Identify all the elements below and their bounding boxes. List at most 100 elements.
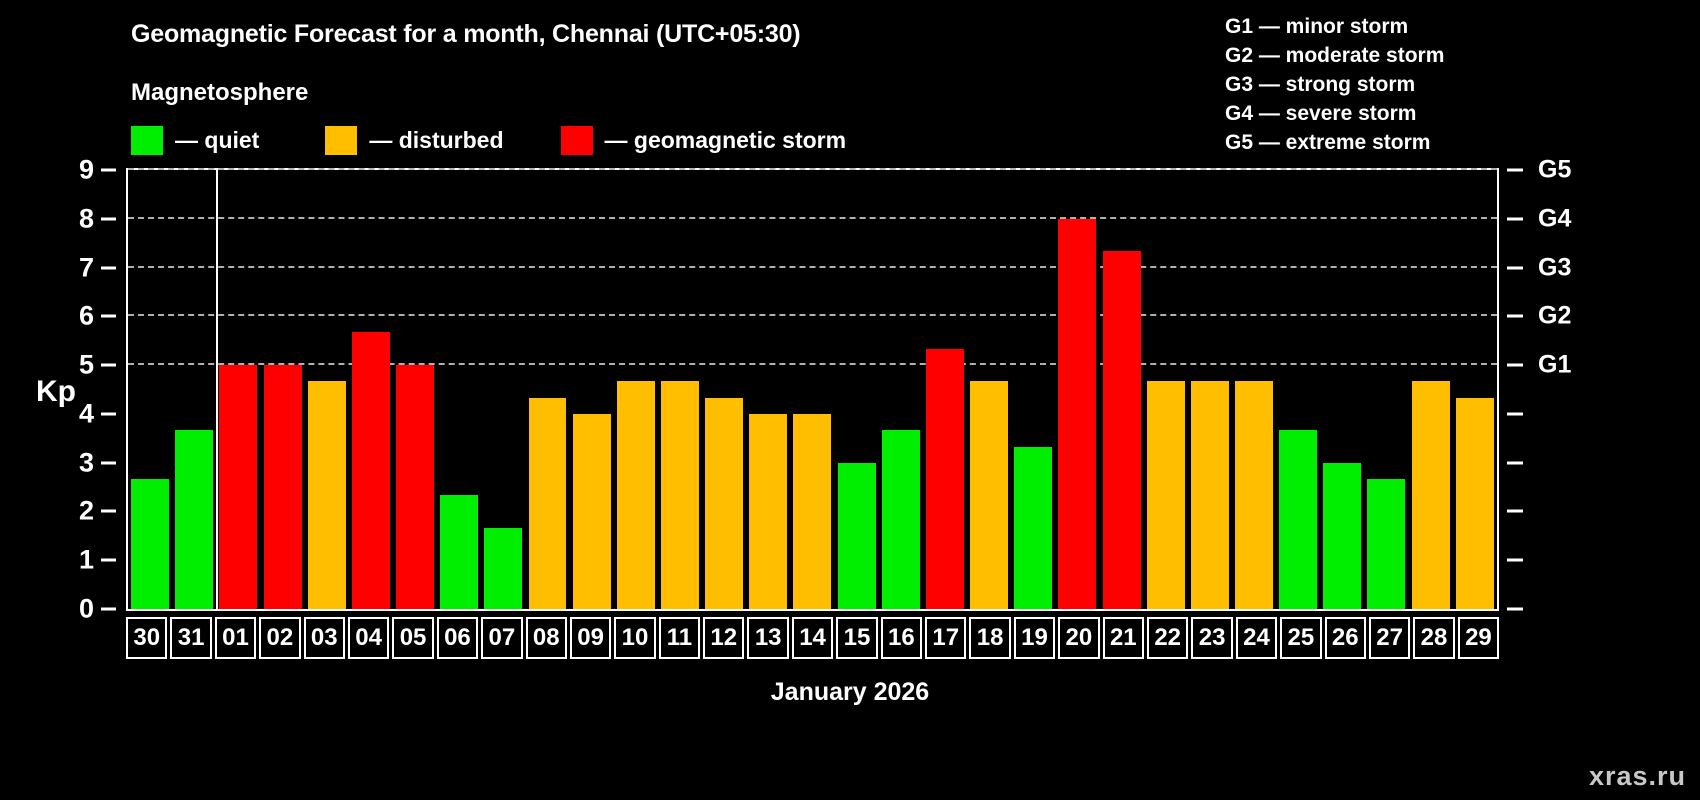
date-cell-29[interactable]: 29 (1457, 617, 1500, 659)
bar-21[interactable] (1102, 251, 1141, 609)
date-cell-30[interactable]: 30 (126, 617, 168, 659)
bar-23[interactable] (1190, 381, 1229, 609)
bar-14[interactable] (793, 413, 832, 609)
date-cell-24[interactable]: 24 (1235, 617, 1278, 659)
bar-slot (216, 170, 260, 609)
g-axis-minor-tick-4 (1507, 412, 1523, 416)
bar-slot (393, 170, 437, 609)
bar-06[interactable] (440, 495, 479, 609)
date-cell-17[interactable]: 17 (925, 617, 967, 659)
g-tick-label-G1: G1 (1538, 350, 1572, 379)
legend-swatch-disturbed (325, 126, 358, 155)
bar-slot (658, 170, 702, 609)
date-cell-18[interactable]: 18 (969, 617, 1011, 659)
date-cell-15[interactable]: 15 (836, 617, 878, 659)
bar-03[interactable] (307, 381, 346, 609)
date-cell-21[interactable]: 21 (1102, 617, 1144, 659)
bar-25[interactable] (1279, 430, 1318, 609)
date-cell-02[interactable]: 02 (259, 617, 301, 659)
legend-label-disturbed: — disturbed (369, 127, 504, 153)
date-cell-05[interactable]: 05 (392, 617, 434, 659)
g-axis-minor-tick-3 (1507, 461, 1523, 465)
date-cell-27[interactable]: 27 (1368, 617, 1411, 659)
date-cell-28[interactable]: 28 (1413, 617, 1455, 659)
legend-item-quiet: — quiet (131, 126, 259, 155)
bar-29[interactable] (1455, 397, 1494, 609)
plot-area (126, 168, 1499, 611)
bar-slot (790, 170, 834, 609)
bar-28[interactable] (1411, 381, 1450, 609)
bar-30[interactable] (131, 478, 170, 609)
date-cell-23[interactable]: 23 (1191, 617, 1233, 659)
g-scale-row-g1: G1 — minor storm (1225, 15, 1409, 38)
date-cell-03[interactable]: 03 (303, 617, 345, 659)
date-cell-25[interactable]: 25 (1280, 617, 1322, 659)
g-axis: G1 G2 G3 G4 G5 (1501, 156, 1700, 615)
g-scale-row-g3: G3 — strong storm (1225, 73, 1416, 96)
bar-20[interactable] (1058, 218, 1097, 609)
bar-07[interactable] (484, 527, 523, 609)
date-cell-01[interactable]: 01 (214, 617, 257, 659)
date-cell-12[interactable]: 12 (703, 617, 745, 659)
gridline-kp-8 (128, 216, 1497, 219)
bar-slot (349, 170, 393, 609)
bar-26[interactable] (1323, 462, 1362, 609)
y-tick-label-8: 8 (78, 203, 94, 234)
gridline-kp-9 (128, 168, 1497, 170)
bar-02[interactable] (263, 365, 302, 609)
gridline-kp-5 (128, 363, 1497, 366)
bar-08[interactable] (528, 397, 567, 609)
date-cell-07[interactable]: 07 (481, 617, 523, 659)
y-tick-mark-5 (101, 363, 116, 367)
bar-slot (172, 170, 216, 609)
date-cell-19[interactable]: 19 (1013, 617, 1056, 659)
bar-slot (614, 170, 658, 609)
date-cell-26[interactable]: 26 (1324, 617, 1366, 659)
y-tick-mark-6 (101, 314, 116, 318)
date-cell-20[interactable]: 20 (1058, 617, 1100, 659)
date-cell-10[interactable]: 10 (614, 617, 656, 659)
date-cell-04[interactable]: 04 (347, 617, 390, 659)
bar-24[interactable] (1235, 381, 1273, 609)
bar-slot (879, 170, 923, 609)
bar-01[interactable] (219, 365, 258, 609)
date-cell-22[interactable]: 22 (1146, 617, 1189, 659)
bar-slot (305, 170, 349, 609)
legend-swatch-quiet (131, 126, 163, 155)
bar-series (128, 170, 1497, 609)
bar-slot (570, 170, 614, 609)
bar-31[interactable] (175, 430, 214, 609)
bar-slot (1099, 170, 1143, 609)
bar-slot (1055, 170, 1099, 609)
g-scale-row-g2: G2 — moderate storm (1225, 44, 1445, 67)
bar-09[interactable] (572, 413, 611, 609)
bar-04[interactable] (351, 332, 390, 609)
bar-15[interactable] (837, 462, 876, 609)
bar-05[interactable] (396, 365, 434, 609)
bar-13[interactable] (749, 413, 788, 609)
bar-11[interactable] (660, 381, 699, 609)
g-scale-legend: G1 — minor storm G2 — moderate storm G3 … (1225, 12, 1444, 157)
bar-19[interactable] (1014, 446, 1053, 609)
legend: — quiet — disturbed — geomagnetic storm (131, 126, 846, 155)
date-cell-16[interactable]: 16 (880, 617, 923, 659)
y-tick-label-6: 6 (78, 300, 94, 331)
bar-17[interactable] (925, 349, 964, 609)
bar-18[interactable] (970, 381, 1009, 609)
date-cell-06[interactable]: 06 (436, 617, 479, 659)
date-cell-31[interactable]: 31 (170, 617, 212, 659)
date-cell-08[interactable]: 08 (525, 617, 567, 659)
bar-12[interactable] (705, 397, 744, 609)
bar-16[interactable] (881, 430, 920, 609)
date-cell-11[interactable]: 11 (658, 617, 701, 659)
bar-22[interactable] (1146, 381, 1185, 609)
bar-10[interactable] (616, 381, 655, 609)
legend-item-disturbed: — disturbed (325, 126, 504, 155)
date-cell-09[interactable]: 09 (569, 617, 612, 659)
date-cell-14[interactable]: 14 (791, 617, 834, 659)
y-tick-mark-1 (101, 558, 116, 562)
watermark: xras.ru (1588, 761, 1686, 791)
y-tick-label-0: 0 (78, 593, 94, 624)
bar-27[interactable] (1367, 478, 1406, 609)
date-cell-13[interactable]: 13 (747, 617, 789, 659)
